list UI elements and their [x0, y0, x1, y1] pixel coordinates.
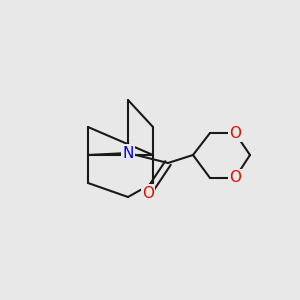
Text: O: O — [229, 125, 241, 140]
Text: O: O — [142, 185, 154, 200]
Text: N: N — [122, 146, 134, 160]
Text: O: O — [229, 170, 241, 185]
